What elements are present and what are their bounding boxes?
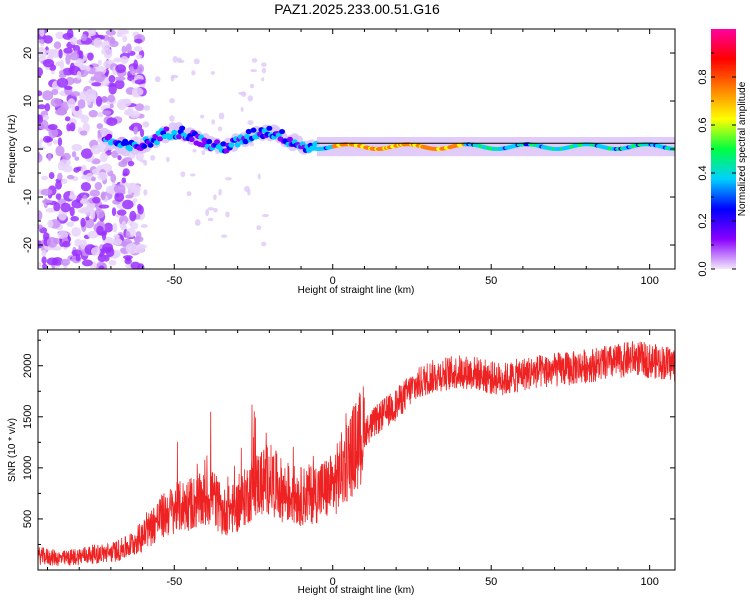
colorbar-tick-label: 0.4 [697, 165, 709, 180]
snr-y-axis-label: SNR (10 * v/v) [7, 418, 18, 482]
spectrogram-x-tick-label: 100 [640, 275, 658, 287]
snr-panel: -50 0 50 100 500 1000 1500 2000 Height of strai… [7, 329, 676, 596]
snr-x-tick-label: 0 [330, 576, 336, 588]
spectrogram-y-tick-label: 10 [22, 95, 34, 107]
snr-y-tick-label: 500 [22, 510, 34, 528]
spectrogram-y-tick-label: -20 [22, 237, 34, 253]
spectrogram-y-axis-label: Frequency (Hz) [7, 115, 18, 184]
snr-x-tick-label: 100 [640, 576, 658, 588]
spectrogram-y-tick-label: 20 [22, 47, 34, 59]
colorbar-ticks: 0.0 0.2 0.4 0.6 0.8 [697, 52, 736, 277]
colorbar: 0.0 0.2 0.4 0.6 0.8 Normalized spectral ampl… [697, 29, 748, 277]
spectrogram-y-tick-label: -10 [22, 189, 34, 205]
snr-y-tick-label: 2000 [22, 354, 34, 378]
spectrogram-x-tick-label: 50 [485, 275, 497, 287]
colorbar-tick-label: 0.2 [697, 213, 709, 228]
spectrogram-axes: -50 0 50 100 -20 -10 0 10 20 [22, 28, 675, 287]
snr-y-tick-label: 1000 [22, 456, 34, 480]
colorbar-tick-label: 0.8 [697, 69, 709, 84]
snr-series-line [38, 341, 675, 566]
colorbar-tick-label: 0.0 [697, 261, 709, 276]
spectrogram-y-tick-label: 0 [22, 146, 34, 152]
colorbar-label: Normalized spectral amplitude [737, 81, 748, 216]
snr-plot-area [38, 341, 675, 566]
spectrogram-x-axis-label: Height of straight line (km) [298, 285, 415, 296]
spectrogram-x-tick-label: -50 [166, 275, 182, 287]
snr-x-tick-label: -50 [166, 576, 182, 588]
snr-frame [37, 329, 676, 571]
spectrogram-panel: -50 0 50 100 -20 -10 0 10 20 Height of straight … [7, 28, 676, 296]
spectrogram-x-tick-label: 0 [330, 275, 336, 287]
snr-y-tick-label: 1500 [22, 405, 34, 429]
spectrogram-plot-area [38, 29, 675, 269]
colorbar-gradient [711, 29, 736, 269]
snr-x-axis-label: Height of straight line (km) [298, 585, 415, 596]
colorbar-tick-label: 0.6 [697, 117, 709, 132]
snr-axes: -50 0 50 100 500 1000 1500 2000 [22, 330, 675, 588]
chart-title: PAZ1.2025.233.00.51.G16 [274, 1, 440, 17]
snr-x-tick-label: 50 [485, 576, 497, 588]
